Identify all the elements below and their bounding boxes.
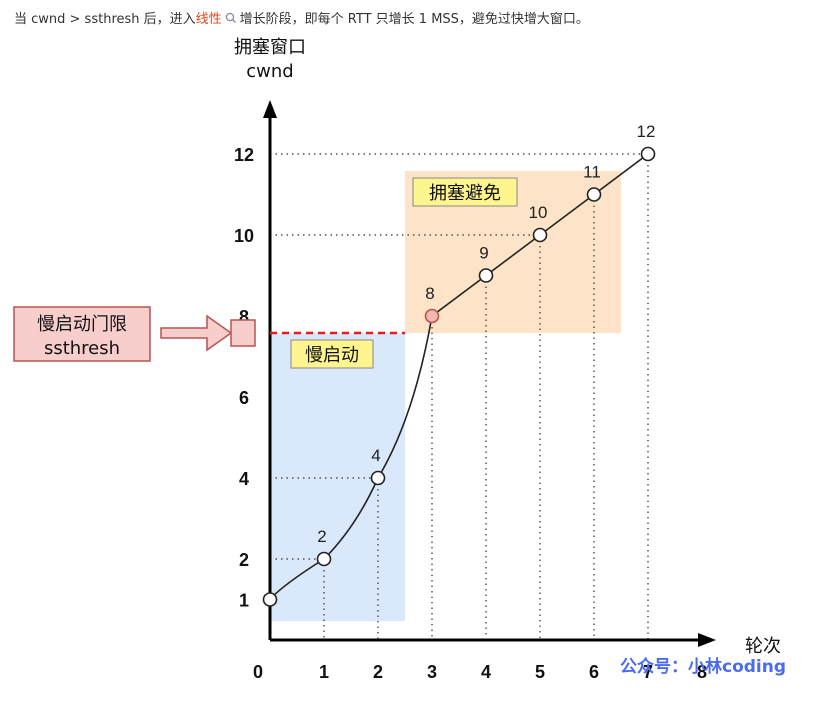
point-label: 11 <box>583 163 601 182</box>
data-point <box>586 187 602 202</box>
data-point <box>478 268 494 283</box>
threshold-tick-box <box>230 319 256 347</box>
y-axis-arrow <box>263 100 277 118</box>
x-tick-label: 1 <box>319 662 329 682</box>
threshold-label-line2: ssthresh <box>44 338 120 359</box>
caption-suffix: 增长阶段，即每个 RTT 只增长 1 MSS，避免过快增大窗口。 <box>239 12 589 27</box>
congestion-avoid-label-box <box>412 177 518 207</box>
threshold-arrow-icon <box>160 314 233 352</box>
point-layer: 2 4 8 9 10 11 12 <box>262 122 656 607</box>
y-tick-label: 12 <box>234 145 254 165</box>
data-point <box>316 551 332 567</box>
x-tick-label: 5 <box>535 662 545 682</box>
congestion-avoid-label: 拥塞避免 <box>429 183 501 204</box>
slow-start-label-box <box>290 339 374 369</box>
point-label: 2 <box>317 527 326 546</box>
watermark: 公众号：小林coding <box>620 656 786 677</box>
caption-link[interactable]: 线性 <box>195 12 222 27</box>
x-tick-label: 2 <box>373 662 383 682</box>
point-label: 10 <box>529 203 548 222</box>
x-tick-label: 8 <box>697 662 707 682</box>
caption-prefix: 当 cwnd > ssthresh 后，进入 <box>14 12 196 27</box>
y-tick-label: 1 <box>239 591 249 611</box>
x-tick-label: 4 <box>481 662 491 682</box>
caption-text: 当 cwnd > ssthresh 后，进入线性 增长阶段，即每个 RTT 只增长… <box>14 8 589 27</box>
data-point <box>424 308 440 324</box>
point-label: 4 <box>371 446 380 465</box>
x-tick-label: 7 <box>643 662 653 682</box>
y-tick-label: 8 <box>239 307 249 327</box>
data-point <box>262 592 278 607</box>
slow-start-label: 慢启动 <box>305 345 359 366</box>
point-label: 12 <box>637 122 656 141</box>
search-icon[interactable] <box>224 12 238 24</box>
y-tick-label: 2 <box>239 550 249 570</box>
x-tick-label: 6 <box>589 662 599 682</box>
threshold-label-line1: 慢启动门限 <box>37 314 127 335</box>
point-label: 9 <box>479 244 488 263</box>
y-tick-label: 4 <box>239 469 249 489</box>
x-tick-label: 3 <box>427 662 437 682</box>
data-point <box>640 146 656 162</box>
y-tick-label: 6 <box>239 388 249 408</box>
y-tick-label: 10 <box>234 226 254 246</box>
point-label: 8 <box>425 284 434 303</box>
y-axis-title: 拥塞窗口 <box>234 37 306 58</box>
threshold-box <box>13 306 151 362</box>
grid-lines <box>270 153 649 640</box>
x-axis-arrow <box>698 633 716 647</box>
y-axis-unit: cwnd <box>246 61 293 82</box>
x-tick-label: 0 <box>253 662 263 682</box>
data-point <box>370 470 386 486</box>
data-point <box>532 227 548 243</box>
x-axis-title: 轮次 <box>745 636 781 657</box>
